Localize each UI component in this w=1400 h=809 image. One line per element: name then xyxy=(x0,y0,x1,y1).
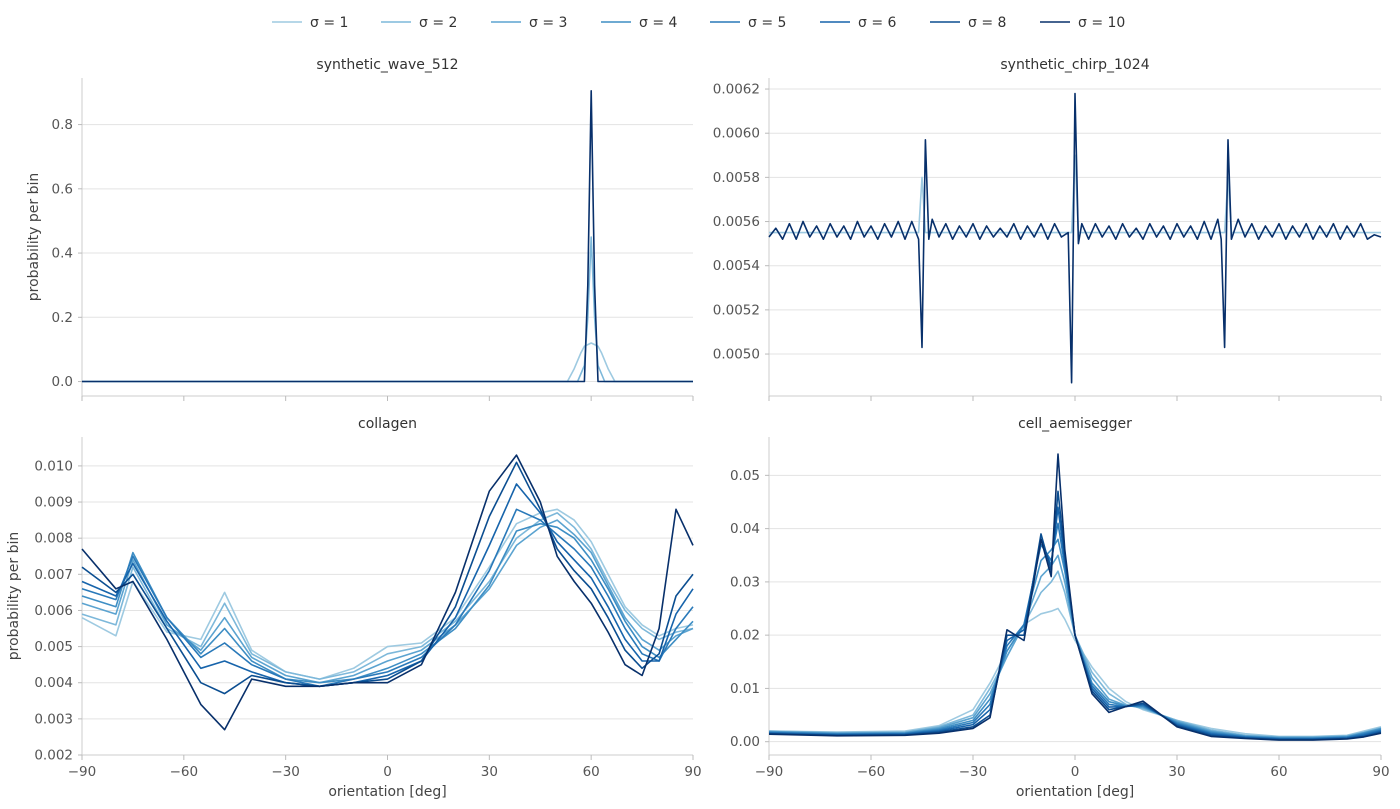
panel-collagen: 0.002 0.003 0.004 0.005 0.006 0.007 0.008 0.009… xyxy=(6,416,702,800)
x-tick-label: 90 xyxy=(1372,764,1389,780)
y-tick-label: 0.009 xyxy=(34,495,73,511)
x-tick-label: 30 xyxy=(481,764,498,780)
legend-label: σ = 1 xyxy=(310,15,348,31)
x-tick-label: −60 xyxy=(170,764,199,780)
x-tick-label: −90 xyxy=(755,764,784,780)
legend: σ = 1 σ = 2 σ = 3 σ = 4 σ = 5 σ = 6 σ = 8 σ = 1… xyxy=(272,15,1125,31)
legend-label: σ = 4 xyxy=(639,15,678,31)
panel-title: synthetic_wave_512 xyxy=(316,57,458,73)
y-tick-label: 0.02 xyxy=(730,628,760,644)
series-line-sigma-10 xyxy=(768,92,1382,384)
x-axis-label: orientation [deg] xyxy=(1016,784,1134,800)
series-group xyxy=(81,454,694,731)
series-group xyxy=(768,92,1382,384)
y-tick-label: 0.4 xyxy=(52,246,73,262)
y-tick-label: 0.03 xyxy=(730,574,760,590)
series-line-sigma-2 xyxy=(82,236,693,383)
y-tick-label: 0.0050 xyxy=(713,347,760,363)
legend-item-3: σ = 3 xyxy=(491,15,567,31)
series-line-sigma-2 xyxy=(768,570,1382,738)
y-tick-label: 0.005 xyxy=(34,639,73,655)
y-tick-label: 0.0 xyxy=(52,374,73,390)
panel-title: collagen xyxy=(358,416,417,432)
y-tick-label: 0.01 xyxy=(730,681,760,697)
x-tick-label: −30 xyxy=(271,764,300,780)
legend-label: σ = 2 xyxy=(419,15,457,31)
y-tick-label: 0.0060 xyxy=(713,126,760,142)
series-line-sigma-5 xyxy=(81,508,694,688)
series-line-sigma-8 xyxy=(81,461,694,695)
series-line-sigma-2 xyxy=(81,512,694,680)
x-axis-label: orientation [deg] xyxy=(328,784,446,800)
y-tick-label: 0.8 xyxy=(52,117,73,133)
series-line-sigma-3 xyxy=(81,519,694,684)
legend-label: σ = 8 xyxy=(968,15,1006,31)
series-line-sigma-1 xyxy=(768,607,1382,738)
series-line-sigma-10 xyxy=(82,90,693,383)
y-tick-label: 0.0054 xyxy=(713,258,760,274)
x-tick-label: 60 xyxy=(583,764,600,780)
legend-label: σ = 3 xyxy=(529,15,567,31)
y-tick-label: 0.0056 xyxy=(713,214,760,230)
series-line-sigma-10 xyxy=(768,453,1382,741)
y-axis-label: probability per bin xyxy=(26,173,42,302)
legend-item-8: σ = 10 xyxy=(1040,15,1125,31)
series-group xyxy=(768,453,1382,741)
y-tick-label: 0.0052 xyxy=(713,302,760,318)
x-tick-label: −60 xyxy=(857,764,886,780)
y-tick-label: 0.008 xyxy=(34,531,73,547)
series-line-sigma-6 xyxy=(81,483,694,688)
y-tick-label: 0.6 xyxy=(52,181,73,197)
x-tick-label: −90 xyxy=(68,764,97,780)
legend-label: σ = 10 xyxy=(1078,15,1125,31)
x-tick-label: 90 xyxy=(684,764,701,780)
series-line-sigma-1 xyxy=(769,154,1381,234)
y-tick-label: 0.004 xyxy=(34,675,73,691)
series-line-sigma-3 xyxy=(768,554,1382,739)
x-tick-label: 60 xyxy=(1270,764,1287,780)
panel-synthetic-chirp-1024: 0.0050 0.0052 0.0054 0.0056 0.0058 0.0060 0.00… xyxy=(713,57,1382,401)
y-tick-label: 0.003 xyxy=(34,711,73,727)
y-tick-label: 0.05 xyxy=(730,468,760,484)
legend-label: σ = 5 xyxy=(748,15,786,31)
x-tick-label: 0 xyxy=(1071,764,1080,780)
legend-item-1: σ = 1 xyxy=(272,15,348,31)
legend-item-7: σ = 8 xyxy=(930,15,1006,31)
series-line-sigma-4 xyxy=(81,522,694,684)
legend-item-5: σ = 5 xyxy=(710,15,786,31)
y-tick-label: 0.00 xyxy=(730,734,760,750)
panels: 0.0 0.2 0.4 0.6 0.8 synthetic_wave_512probabi… xyxy=(6,57,1390,800)
x-tick-label: 0 xyxy=(383,764,392,780)
y-tick-label: 0.0058 xyxy=(713,170,760,186)
panel-title: cell_aemisegger xyxy=(1018,416,1132,432)
legend-label: σ = 6 xyxy=(858,15,897,31)
y-tick-label: 0.002 xyxy=(34,748,73,764)
series-line-sigma-6 xyxy=(768,506,1382,740)
series-line-sigma-1 xyxy=(82,342,693,383)
series-group xyxy=(82,90,693,383)
y-axis-label: probability per bin xyxy=(6,532,22,661)
series-line-sigma-10 xyxy=(81,454,694,731)
y-tick-label: 0.010 xyxy=(34,458,73,474)
y-tick-label: 0.0062 xyxy=(713,82,760,98)
panel-title: synthetic_chirp_1024 xyxy=(1000,57,1149,73)
x-tick-label: 30 xyxy=(1168,764,1185,780)
legend-item-4: σ = 4 xyxy=(601,15,678,31)
y-tick-label: 0.007 xyxy=(34,567,73,583)
y-tick-label: 0.04 xyxy=(730,521,760,537)
legend-item-2: σ = 2 xyxy=(381,15,457,31)
legend-item-6: σ = 6 xyxy=(820,15,897,31)
panel-cell-aemisegger: 0.00 0.01 0.02 0.03 0.04 0.05 −90 −60 −30 0 30 60 90… xyxy=(730,416,1390,800)
panel-synthetic-wave-512: 0.0 0.2 0.4 0.6 0.8 synthetic_wave_512probabi… xyxy=(26,57,694,401)
y-tick-label: 0.006 xyxy=(34,603,73,619)
y-tick-label: 0.2 xyxy=(52,310,73,326)
x-tick-label: −30 xyxy=(959,764,988,780)
